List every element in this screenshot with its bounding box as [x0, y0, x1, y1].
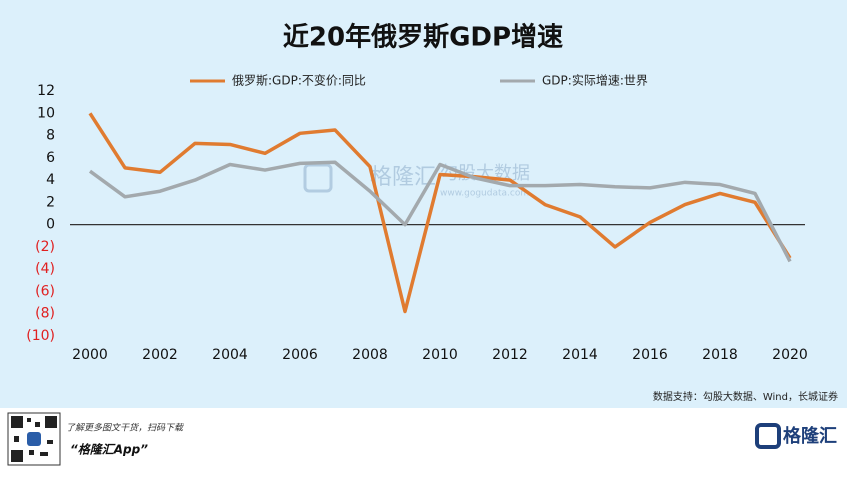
x-tick-label: 2020	[772, 347, 808, 363]
legend-label: GDP:实际增速:世界	[542, 73, 648, 88]
x-tick-label: 2016	[632, 347, 668, 363]
y-tick-label: (10)	[26, 328, 55, 344]
x-tick-label: 2006	[282, 347, 318, 363]
chart-background	[0, 0, 847, 408]
footer-logo: 格隆汇	[783, 425, 837, 447]
x-tick-label: 2010	[422, 347, 458, 363]
footer-app: “格隆汇App”	[70, 443, 148, 457]
y-tick-label: (6)	[35, 283, 55, 299]
y-tick-label: (4)	[35, 261, 55, 277]
watermark-url: www.gogudata.com	[440, 189, 529, 199]
qr-code	[7, 412, 61, 466]
y-tick-label: (8)	[35, 306, 55, 322]
series-line	[88, 112, 792, 314]
x-tick-label: 2004	[212, 347, 248, 363]
footer-prompt: 了解更多图文干货，扫码下载	[66, 423, 184, 434]
x-tick-label: 2002	[142, 347, 178, 363]
legend-label: 俄罗斯:GDP:不变价:同比	[232, 73, 366, 88]
x-tick-label: 2014	[562, 347, 598, 363]
y-tick-label: (2)	[35, 239, 55, 255]
y-tick-label: 12	[37, 83, 55, 99]
x-tick-label: 2008	[352, 347, 388, 363]
watermark-logo	[303, 163, 333, 193]
y-tick-label: 8	[46, 128, 55, 144]
footer-background	[0, 408, 847, 477]
x-tick-label: 2012	[492, 347, 528, 363]
footer-logo-icon	[755, 423, 781, 449]
chart-title: 近20年俄罗斯GDP增速	[283, 22, 563, 53]
y-tick-label: 4	[46, 172, 55, 188]
y-tick-label: 6	[46, 150, 55, 166]
y-tick-label: 2	[46, 194, 55, 210]
y-tick-label: 0	[46, 217, 55, 233]
source-note: 数据支持：勾股大数据、Wind，长城证券	[653, 390, 838, 403]
y-tick-label: 10	[37, 105, 55, 121]
x-tick-label: 2000	[72, 347, 108, 363]
x-tick-label: 2018	[702, 347, 738, 363]
series-line	[88, 160, 792, 263]
watermark-brand: 格隆汇	[370, 165, 436, 190]
